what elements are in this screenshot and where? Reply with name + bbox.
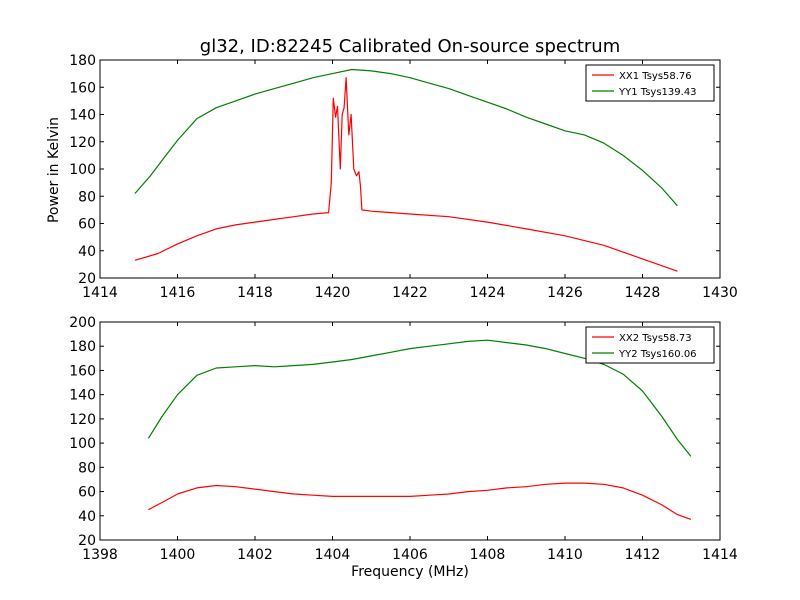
bottom-y-tick-label: 180: [69, 339, 96, 355]
bottom-y-tick-label: 120: [69, 412, 96, 428]
top-x-tick-label: 1424: [470, 285, 506, 301]
bottom-series-xx-line: [148, 482, 692, 520]
chart-title: gl32, ID:82245 Calibrated On-source spec…: [200, 36, 620, 57]
top-x-tick-label: 1414: [82, 285, 118, 301]
x-axis-label: Frequency (MHz): [351, 564, 469, 580]
top-y-tick-label: 80: [78, 189, 96, 205]
top-x-tick-label: 1422: [392, 285, 428, 301]
bottom-x-tick-label: 1412: [625, 547, 661, 563]
y-axis-label: Power in Kelvin: [46, 117, 62, 223]
bottom-x-tick-label: 1414: [702, 547, 738, 563]
bottom-y-tick-label: 60: [78, 485, 96, 501]
top-legend-box: [585, 64, 715, 102]
bottom-y-tick-label: 20: [78, 533, 96, 549]
bottom-panel: 1398 1400 1402 1404 1406 1408 1410 1412 1414 20 40…: [69, 315, 738, 563]
bottom-x-tick-label: 1410: [547, 547, 583, 563]
bottom-y-tick-label: 200: [69, 315, 96, 331]
top-y-tick-label: 180: [69, 53, 96, 69]
top-y-tick-label: 120: [69, 135, 96, 151]
bottom-legend-label: XX2 Tsys58.73: [619, 333, 692, 344]
bottom-x-tick-label: 1404: [315, 547, 351, 563]
top-y-tick-label: 140: [69, 108, 96, 124]
top-legend-label: XX1 Tsys58.76: [619, 71, 692, 82]
top-y-tick-label: 60: [78, 217, 96, 233]
bottom-legend-box: [585, 326, 715, 364]
bottom-legend-label: YY2 Tsys160.06: [618, 349, 697, 360]
top-x-tick-label: 1418: [237, 285, 273, 301]
bottom-y-tick-label: 80: [78, 460, 96, 476]
top-x-tick-label: 1416: [160, 285, 196, 301]
bottom-x-tick-label: 1398: [82, 547, 118, 563]
top-x-tick-label: 1420: [315, 285, 351, 301]
top-x-tick-label: 1426: [547, 285, 583, 301]
top-y-tick-label: 100: [69, 162, 96, 178]
top-legend-label: YY1 Tsys139.43: [618, 87, 697, 98]
top-y-tick-label: 160: [69, 80, 96, 96]
top-y-tick-label: 20: [78, 271, 96, 287]
bottom-legend: XX2 Tsys58.73 YY2 Tsys160.06: [585, 326, 715, 364]
bottom-y-tick-label: 160: [69, 363, 96, 379]
top-panel: 1414 1416 1418 1420 1422 1424 1426 1428 1430 20 40…: [69, 53, 738, 301]
bottom-x-tick-label: 1402: [237, 547, 273, 563]
bottom-x-tick-label: 1408: [470, 547, 506, 563]
top-x-tick-label: 1430: [702, 285, 738, 301]
bottom-x-tick-label: 1400: [160, 547, 196, 563]
top-y-tick-label: 40: [78, 244, 96, 260]
top-series-yy-line: [134, 68, 678, 207]
bottom-y-tick-label: 140: [69, 388, 96, 404]
top-x-tick-label: 1428: [625, 285, 661, 301]
top-series-xx-line: [134, 77, 678, 272]
bottom-x-tick-label: 1406: [392, 547, 428, 563]
bottom-y-tick-label: 40: [78, 509, 96, 525]
bottom-series-yy-line: [147, 339, 692, 457]
bottom-y-tick-label: 100: [69, 436, 96, 452]
top-legend: XX1 Tsys58.76 YY1 Tsys139.43: [585, 64, 715, 102]
